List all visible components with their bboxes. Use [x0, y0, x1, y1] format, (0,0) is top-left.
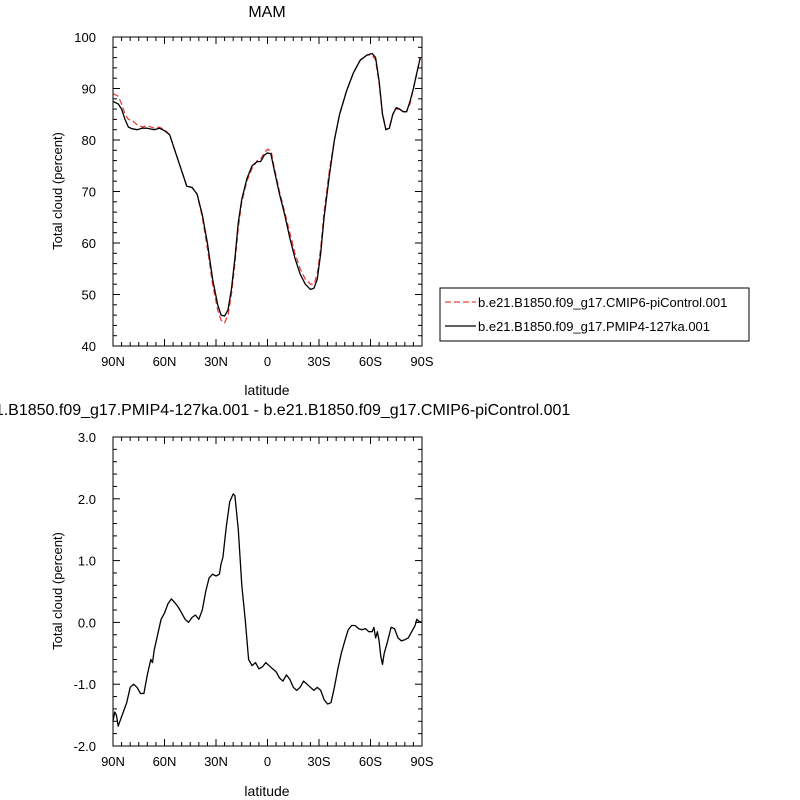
- y-tick-label: 100: [74, 30, 96, 45]
- y-tick-label: 40: [82, 339, 96, 354]
- y-tick-label: 70: [82, 185, 96, 200]
- series-line-0: [112, 493, 423, 727]
- legend-label-picontrol: b.e21.B1850.f09_g17.CMIP6-piControl.001: [478, 295, 727, 310]
- top-x-axis-label: latitude: [244, 382, 289, 398]
- bottom-x-tick-labels: 90N 60N 30N 0 30S 60S 90S: [101, 754, 434, 769]
- x-tick-label: 30S: [307, 354, 330, 369]
- x-tick-label: 90N: [101, 354, 125, 369]
- legend: b.e21.B1850.f09_g17.CMIP6-piControl.001 …: [439, 287, 750, 342]
- x-tick-label: 0: [264, 354, 271, 369]
- x-tick-label: 60S: [359, 354, 382, 369]
- bottom-plot-frame: [112, 436, 423, 747]
- series-line-0: [112, 54, 421, 324]
- legend-label-127ka: b.e21.B1850.f09_g17.PMIP4-127ka.001: [478, 319, 710, 334]
- y-tick-label: -1.0: [74, 677, 96, 692]
- y-tick-label: 50: [82, 288, 96, 303]
- top-chart-title: MAM: [248, 4, 285, 21]
- bottom-y-tick-labels: -2.0 -1.0 0.0 1.0 2.0 3.0: [74, 430, 96, 754]
- y-tick-label: 90: [82, 82, 96, 97]
- top-y-tick-labels: 40 50 60 70 80 90 100: [74, 30, 96, 354]
- y-tick-label: 2.0: [78, 492, 96, 507]
- x-tick-label: 30S: [307, 754, 330, 769]
- x-tick-label: 90S: [410, 754, 433, 769]
- x-tick-label: 0: [264, 754, 271, 769]
- top-plot-frame: [112, 36, 423, 347]
- y-tick-label: 80: [82, 133, 96, 148]
- x-tick-label: 60N: [153, 354, 177, 369]
- top-ticks: [112, 36, 423, 347]
- y-tick-label: 3.0: [78, 430, 96, 445]
- x-tick-label: 60S: [359, 754, 382, 769]
- y-tick-label: 0.0: [78, 615, 96, 630]
- series-line-1: [112, 52, 421, 317]
- bottom-panel: b.e21.B1850.f09_g17.PMIP4-127ka.001 - b.…: [0, 402, 570, 799]
- x-tick-label: 30N: [204, 754, 228, 769]
- x-tick-label: 90N: [101, 754, 125, 769]
- top-y-axis-label: Total cloud (percent): [50, 132, 65, 250]
- top-series-lines: [112, 52, 421, 324]
- bottom-chart-title: b.e21.B1850.f09_g17.PMIP4-127ka.001 - b.…: [0, 402, 570, 419]
- top-x-tick-labels: 90N 60N 30N 0 30S 60S 90S: [101, 354, 434, 369]
- top-panel: MAM 90N 60N 30N 0 30S 60S 90S 405060708090100 …: [50, 4, 750, 398]
- x-tick-label: 60N: [153, 754, 177, 769]
- y-tick-label: 60: [82, 236, 96, 251]
- bottom-series-lines: [112, 493, 423, 727]
- bottom-y-axis-label: Total cloud (percent): [50, 532, 65, 650]
- y-tick-label: 1.0: [78, 554, 96, 569]
- y-tick-label: -2.0: [74, 739, 96, 754]
- x-tick-label: 30N: [204, 354, 228, 369]
- bottom-x-axis-label: latitude: [244, 783, 289, 799]
- x-tick-label: 90S: [410, 354, 433, 369]
- bottom-ticks: [112, 436, 423, 747]
- legend-box: [439, 287, 750, 342]
